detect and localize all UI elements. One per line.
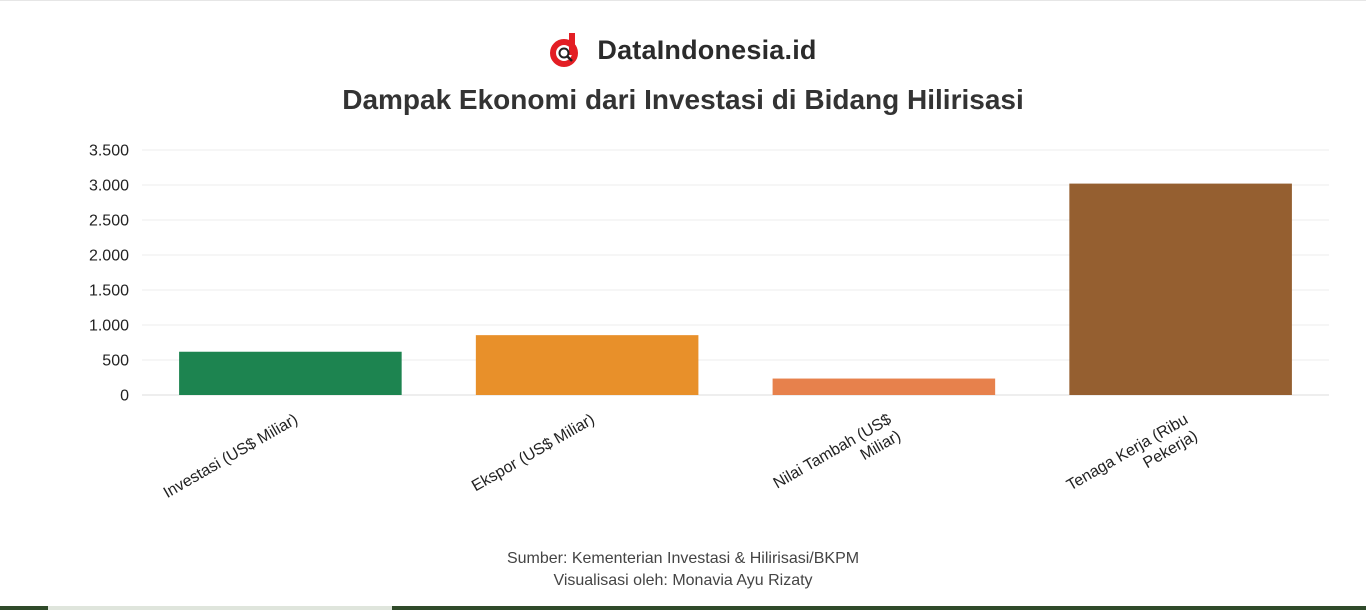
bar: [179, 351, 402, 395]
y-tick-label: 2.000: [89, 248, 129, 265]
bottom-strip-segment: [48, 606, 392, 610]
y-tick-label: 0: [120, 388, 129, 405]
x-tick-label: Tenaga Kerja (RibuPekerja): [1064, 411, 1201, 511]
top-border: [0, 0, 1366, 1]
bottom-strip: [0, 606, 1366, 610]
bar: [475, 335, 699, 395]
y-tick-label: 1.500: [89, 283, 129, 300]
bar-chart: 0 500 1.000 1.500 2.000 2.500 3.000 3.500 Invest…: [89, 143, 1329, 511]
chart-title: Dampak Ekonomi dari Investasi di Bidang …: [342, 84, 1024, 115]
chart-footer: Sumber: Kementerian Investasi & Hilirisa…: [0, 548, 1366, 592]
bar: [1069, 183, 1292, 395]
x-tick-label: Investasi (US$ Miliar): [161, 411, 301, 502]
x-tick-label-line: Investasi (US$ Miliar): [161, 411, 301, 502]
dataindonesia-logo-icon: [550, 33, 579, 67]
x-tick-label: Ekspor (US$ Miliar): [469, 411, 598, 495]
y-tick-label: 3.000: [89, 178, 129, 195]
y-tick-label: 1.000: [89, 318, 129, 335]
y-tick-label: 3.500: [89, 143, 129, 160]
brand-header: DataIndonesia.id: [0, 30, 1366, 70]
x-tick-label-line: Ekspor (US$ Miliar): [469, 411, 598, 495]
source-note: Sumber: Kementerian Investasi & Hilirisa…: [506, 550, 860, 567]
brand-name: DataIndonesia.id: [597, 34, 817, 65]
bar: [772, 378, 996, 395]
y-tick-label: 500: [102, 353, 129, 370]
credit-note: Visualisasi oleh: Monavia Ayu Rizaty: [553, 572, 813, 589]
x-tick-label: Nilai Tambah (US$Miliar): [771, 411, 904, 509]
y-tick-label: 2.500: [89, 213, 129, 230]
